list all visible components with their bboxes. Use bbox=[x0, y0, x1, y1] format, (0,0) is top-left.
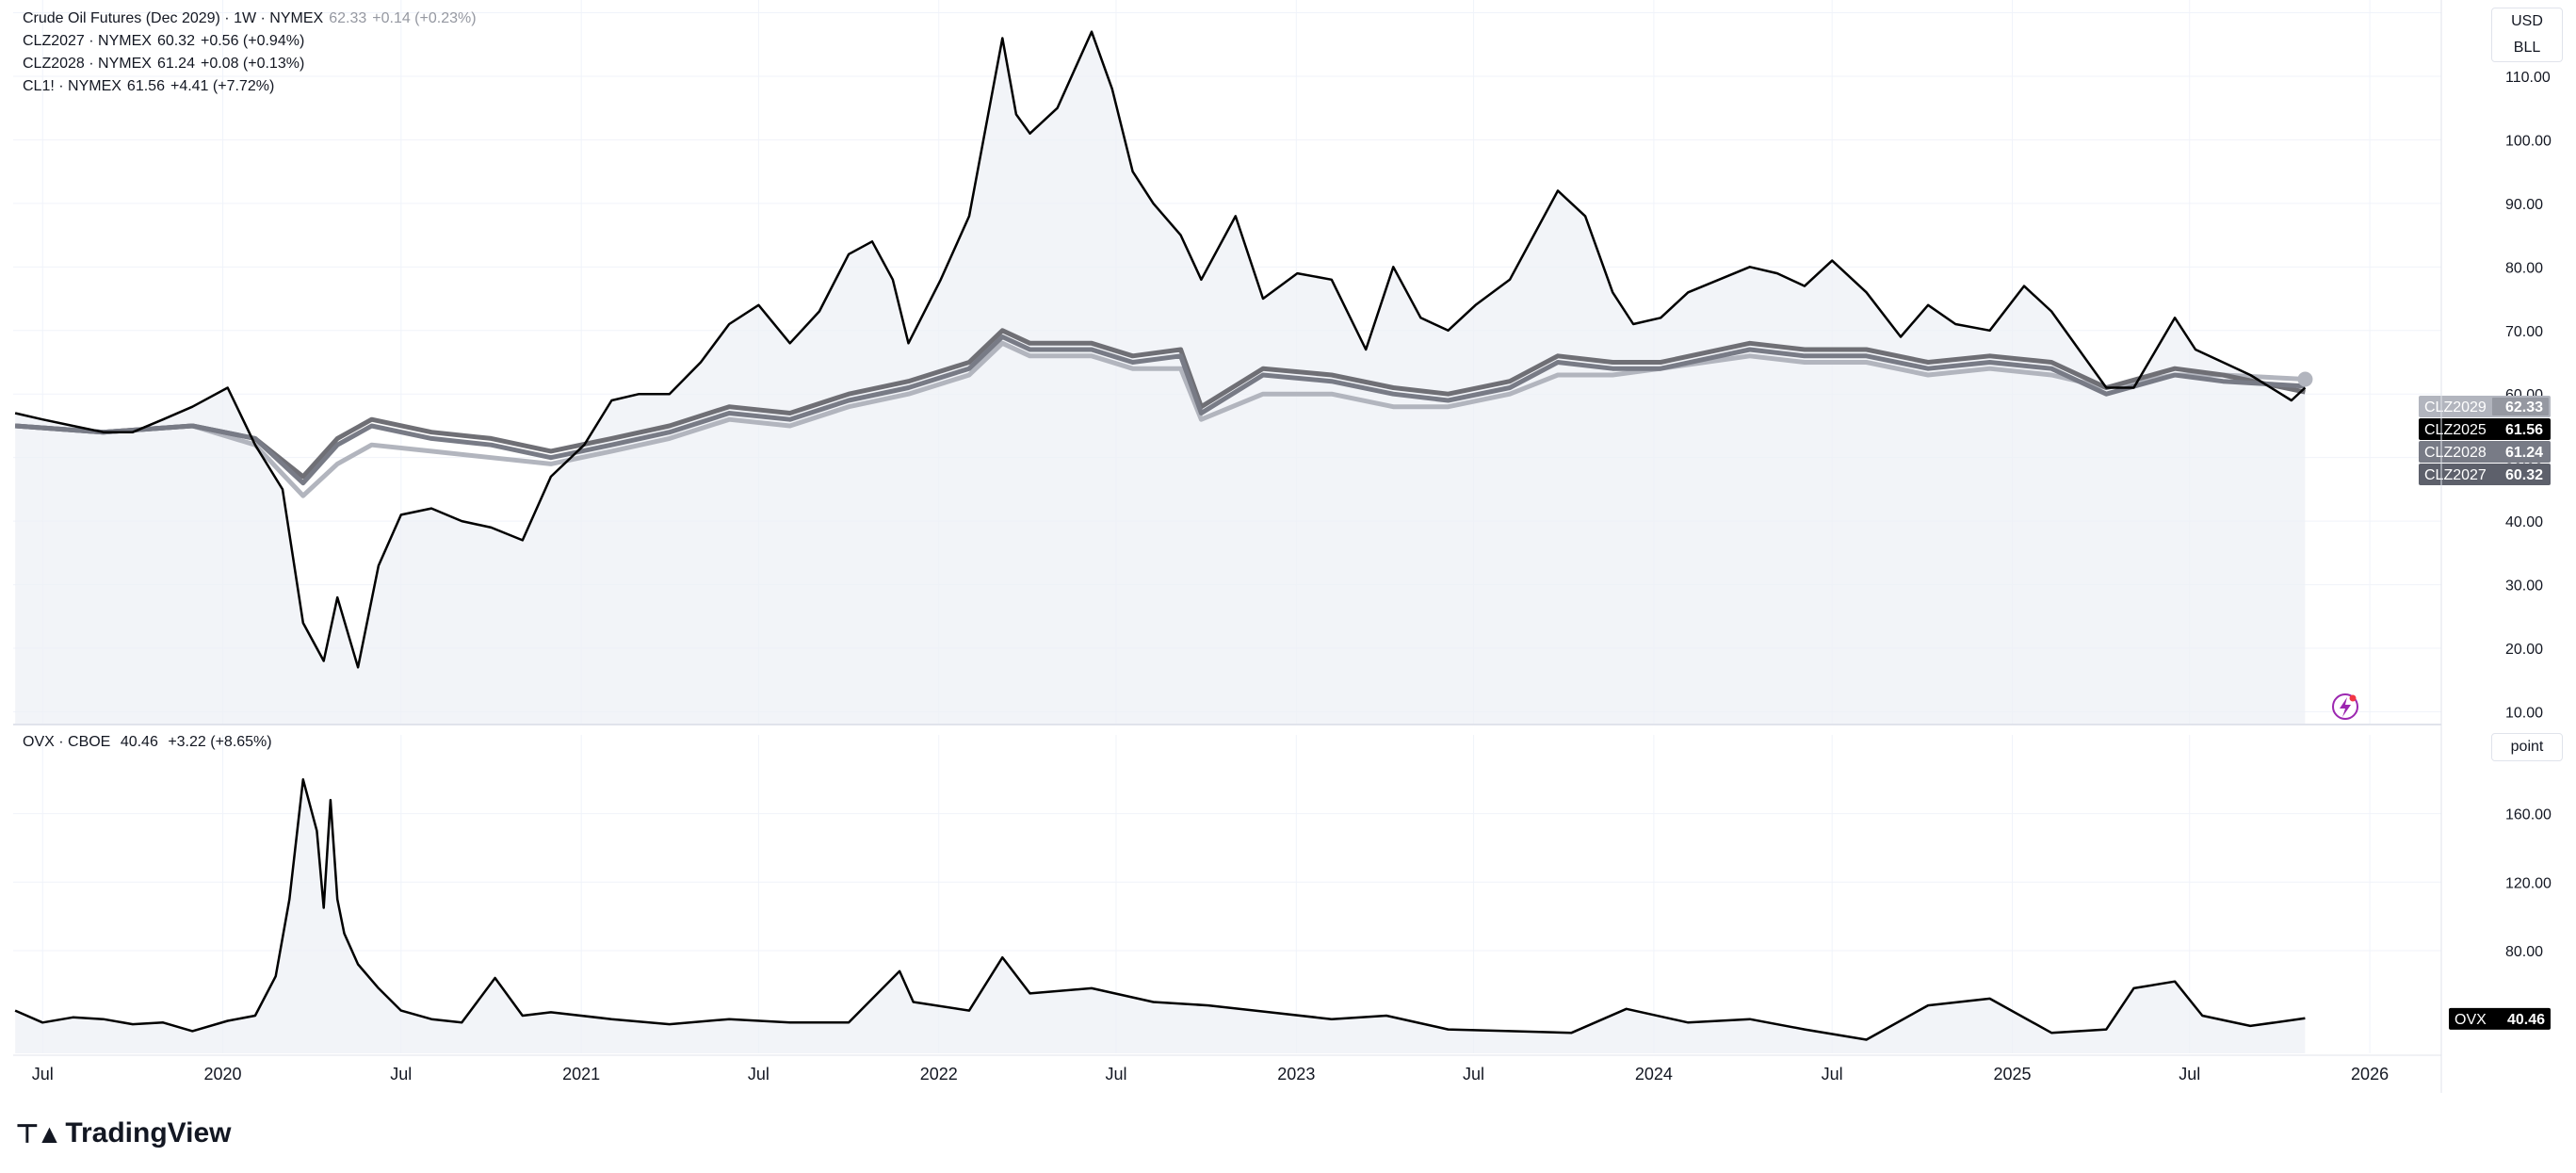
area-fill bbox=[15, 31, 2306, 725]
lower-unit-selector[interactable]: point bbox=[2491, 733, 2563, 761]
legend-symbol[interactable]: CL1! · NYMEX bbox=[23, 78, 122, 94]
price-label-name: CLZ2027 bbox=[2424, 467, 2487, 483]
y-tick-label: 100.00 bbox=[2505, 133, 2552, 149]
legend-symbol[interactable]: Crude Oil Futures (Dec 2029) · 1W · NYME… bbox=[23, 10, 324, 26]
y-tick-label: 70.00 bbox=[2505, 324, 2543, 340]
x-tick-label: 2025 bbox=[1993, 1065, 2031, 1083]
legend-change: +4.41 (+7.72%) bbox=[170, 78, 275, 94]
price-label-name: CLZ2029 bbox=[2424, 399, 2487, 415]
x-tick-label: Jul bbox=[1105, 1065, 1126, 1083]
price-label-name: CLZ2025 bbox=[2424, 422, 2487, 438]
lower-series bbox=[14, 778, 2306, 1041]
legend-row: CL1! · NYMEX 61.56 +4.41 (+7.72%) bbox=[23, 75, 274, 98]
y-tick-label: 120.00 bbox=[2505, 875, 2552, 891]
series-line-clz2029 bbox=[14, 340, 2306, 498]
legend-value: 61.24 bbox=[156, 56, 195, 72]
series-line-cl1 bbox=[14, 30, 2307, 669]
tradingview-logo-icon: ⊤▲ bbox=[15, 1118, 62, 1149]
y-tick-label: 110.00 bbox=[2505, 70, 2551, 86]
legend-row: CLZ2027 · NYMEX 60.32 +0.56 (+0.94%) bbox=[23, 30, 304, 53]
price-label-value: 61.56 bbox=[2505, 422, 2543, 438]
y-tick-label: 80.00 bbox=[2505, 944, 2543, 960]
price-label-name: CLZ2028 bbox=[2424, 445, 2487, 461]
x-tick-label: 2023 bbox=[1277, 1065, 1315, 1083]
lower-grid bbox=[13, 735, 2441, 1053]
currency-selector[interactable]: USD BLL bbox=[2491, 8, 2563, 62]
price-label-clz2025: CLZ2025 61.56 bbox=[2419, 418, 2551, 440]
x-tick-label: Jul bbox=[748, 1065, 770, 1083]
cl1-area-fill bbox=[15, 31, 2306, 725]
y-tick-label: 30.00 bbox=[2505, 578, 2543, 595]
legend-change: +0.14 (+0.23%) bbox=[372, 10, 477, 26]
upper-series bbox=[14, 30, 2313, 669]
legend-value: 61.56 bbox=[126, 78, 165, 94]
price-axis[interactable]: 10.0020.0030.0040.0050.0060.0070.0080.00… bbox=[2505, 6, 2552, 721]
price-label-clz2028: CLZ2028 61.24 bbox=[2419, 441, 2551, 463]
price-label-value: 60.32 bbox=[2505, 467, 2543, 483]
y-tick-label: 90.00 bbox=[2505, 197, 2543, 213]
ovx-area-fill bbox=[15, 779, 2306, 1053]
legend-symbol[interactable]: CLZ2027 · NYMEX bbox=[23, 33, 152, 49]
price-label-clz2027: CLZ2027 60.32 bbox=[2419, 464, 2551, 485]
x-tick-label: Jul bbox=[390, 1065, 412, 1083]
x-tick-label: Jul bbox=[1822, 1065, 1843, 1083]
series-line-clz2028 bbox=[14, 334, 2306, 486]
y-tick-label: 160.00 bbox=[2505, 807, 2552, 823]
legend-row: CLZ2028 · NYMEX 61.24 +0.08 (+0.13%) bbox=[23, 53, 304, 75]
lower-unit-label: point bbox=[2510, 739, 2544, 755]
price-label-value: 61.24 bbox=[2505, 445, 2543, 461]
series-line-ovx bbox=[14, 778, 2306, 1041]
legend-symbol[interactable]: CLZ2028 · NYMEX bbox=[23, 56, 152, 72]
x-tick-label: 2020 bbox=[204, 1065, 242, 1083]
legend-change: +0.08 (+0.13%) bbox=[200, 56, 305, 72]
x-tick-label: Jul bbox=[1463, 1065, 1484, 1083]
tradingview-brand[interactable]: ⊤▲ TradingView bbox=[15, 1117, 231, 1149]
legend-change: +0.56 (+0.94%) bbox=[200, 33, 305, 49]
price-label-name: OVX bbox=[2454, 1012, 2487, 1028]
unit-label: BLL bbox=[2513, 40, 2541, 56]
area-fill bbox=[15, 779, 2306, 1053]
series-line-clz2027 bbox=[14, 328, 2306, 480]
ovx-axis[interactable]: 80.00 120.00 160.00 bbox=[2505, 807, 2552, 960]
x-tick-label: 2024 bbox=[1635, 1065, 1673, 1083]
legend-row: Crude Oil Futures (Dec 2029) · 1W · NYME… bbox=[23, 8, 477, 30]
legend-value: 60.32 bbox=[156, 33, 195, 49]
y-tick-label: 20.00 bbox=[2505, 642, 2543, 658]
last-point-marker bbox=[2297, 371, 2313, 387]
lightning-icon[interactable] bbox=[2332, 693, 2358, 720]
ovx-legend-symbol[interactable]: OVX · CBOE bbox=[23, 734, 111, 750]
x-tick-label: 2022 bbox=[920, 1065, 958, 1083]
currency-label: USD bbox=[2511, 13, 2543, 29]
price-label-value: 40.46 bbox=[2507, 1012, 2545, 1028]
x-tick-label: Jul bbox=[2179, 1065, 2200, 1083]
ovx-legend: OVX · CBOE 40.46 +3.22 (+8.65%) bbox=[23, 731, 272, 754]
brand-name: TradingView bbox=[65, 1117, 232, 1149]
x-tick-label: 2021 bbox=[562, 1065, 600, 1083]
y-tick-label: 40.00 bbox=[2505, 514, 2543, 530]
y-tick-label: 80.00 bbox=[2505, 260, 2543, 276]
y-tick-label: 10.00 bbox=[2505, 706, 2543, 722]
ovx-legend-value: 40.46 bbox=[120, 734, 158, 750]
legend-value: 62.33 bbox=[329, 10, 367, 26]
price-label-clz2029: CLZ2029 62.33 bbox=[2419, 396, 2551, 417]
ovx-legend-change: +3.22 (+8.65%) bbox=[168, 734, 272, 750]
x-tick-label: Jul bbox=[32, 1065, 54, 1083]
price-label-ovx: OVX 40.46 bbox=[2449, 1007, 2551, 1030]
time-axis[interactable]: Jul 2020 Jul 2021 Jul 2022 Jul 2023 Jul 2024 Jul 20… bbox=[32, 1065, 2389, 1083]
x-tick-label: 2026 bbox=[2351, 1065, 2389, 1083]
price-label-value: 62.33 bbox=[2505, 399, 2543, 415]
